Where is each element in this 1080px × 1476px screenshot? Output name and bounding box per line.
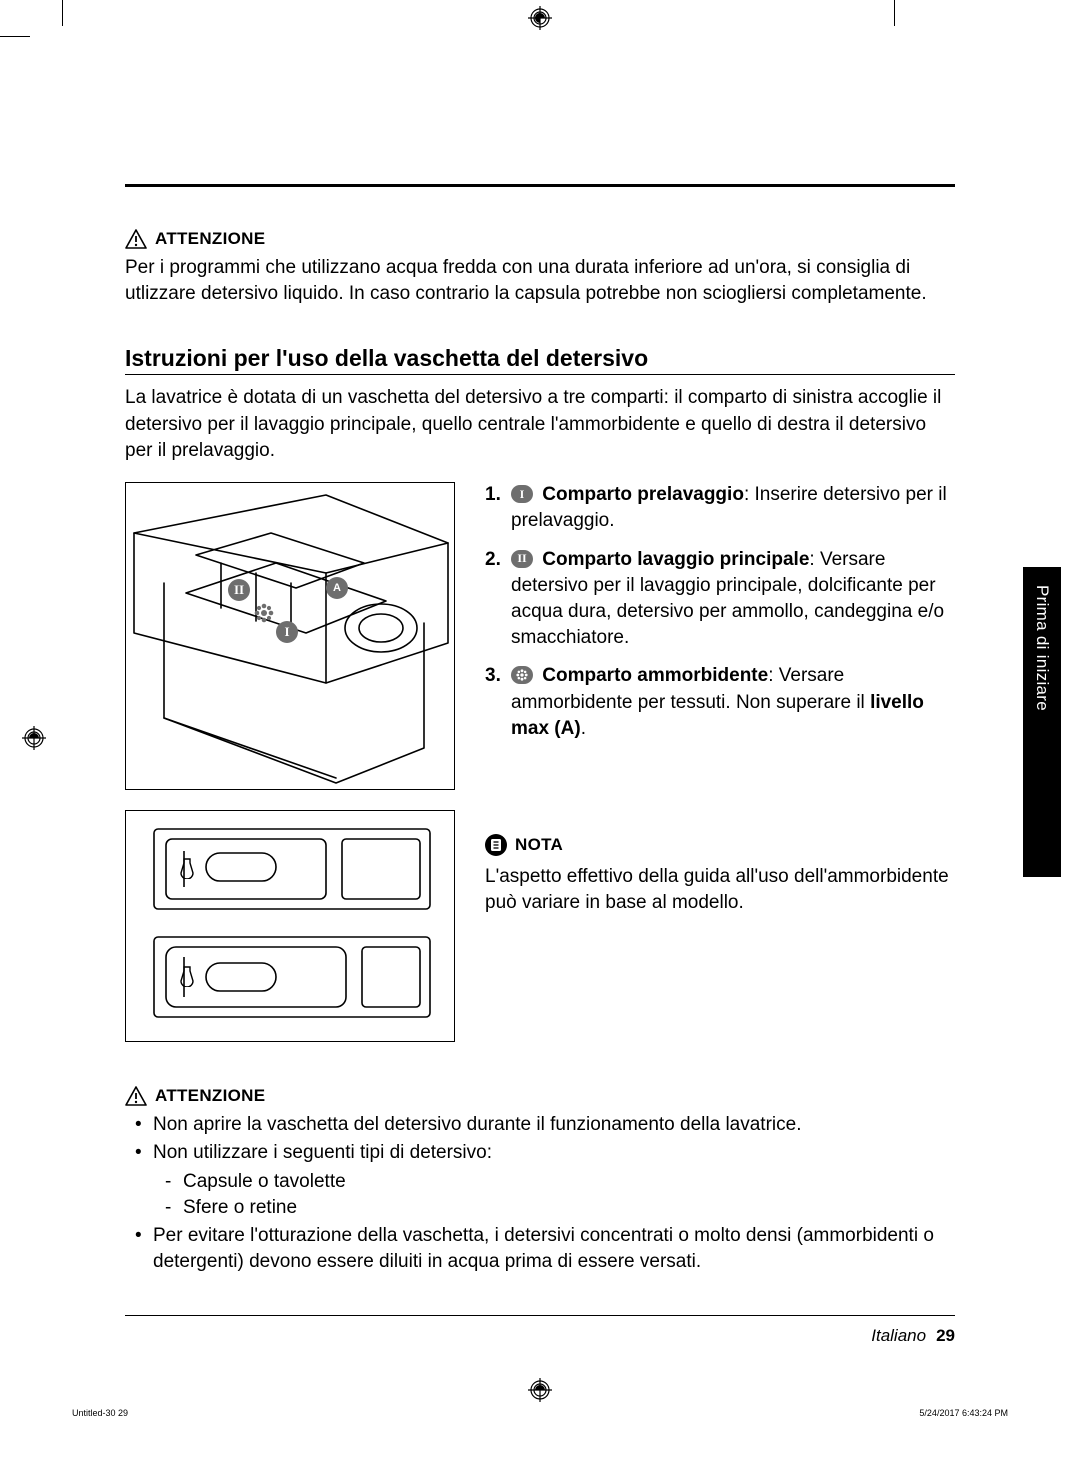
badge-i-icon: I <box>511 485 533 503</box>
list-number <box>485 482 511 534</box>
registration-mark-icon <box>528 6 552 30</box>
attention-heading: ATTENZIONE <box>125 1086 955 1106</box>
note-label: NOTA <box>515 835 563 855</box>
compartment-1-label: Comparto prelavaggio <box>542 484 744 505</box>
section-rule <box>125 374 955 375</box>
section-title: Istruzioni per l'uso della vaschetta del… <box>125 345 955 372</box>
print-slug-left: Untitled-30 29 <box>72 1408 128 1418</box>
warning-list: Non aprire la vaschetta del detersivo du… <box>125 1112 955 1275</box>
list-item: Non aprire la vaschetta del detersivo du… <box>125 1112 955 1138</box>
drawer-label-ii: II <box>228 579 250 601</box>
attention-label: ATTENZIONE <box>155 229 265 249</box>
section-tab-label: Prima di iniziare <box>1032 585 1052 711</box>
warning-icon <box>125 1086 147 1106</box>
list-item: Capsule o tavolette <box>153 1169 955 1195</box>
compartment-3-end: . <box>581 718 586 739</box>
registration-mark-icon <box>22 726 46 750</box>
crop-mark <box>0 36 30 37</box>
liquid-icon <box>180 965 194 992</box>
drawer-label-a: A <box>326 577 348 599</box>
drawer-illustration: II I A <box>125 482 455 790</box>
note-icon <box>485 834 507 856</box>
page-footer: Italiano 29 <box>125 1326 955 1346</box>
warning-sublist: Capsule o tavolette Sfere o retine <box>153 1169 955 1221</box>
registration-mark-icon <box>528 1378 552 1402</box>
footer-language: Italiano <box>871 1326 926 1346</box>
warning-icon <box>125 229 147 249</box>
softener-flower-icon <box>254 603 274 628</box>
list-item: Per evitare l'otturazione della vaschett… <box>125 1223 955 1275</box>
badge-flower-icon <box>511 666 533 684</box>
print-slug-right: 5/24/2017 6:43:24 PM <box>919 1408 1008 1418</box>
page-content: ATTENZIONE Per i programmi che utilizzan… <box>125 64 955 1344</box>
list-item: Sfere o retine <box>153 1195 955 1221</box>
crop-mark <box>62 0 63 26</box>
list-item: II Comparto lavaggio principale: Versare… <box>485 547 955 652</box>
attention-text: Per i programmi che utilizzano acqua fre… <box>125 255 955 307</box>
footer-rule <box>125 1315 955 1316</box>
section-tab: Prima di iniziare <box>1023 567 1061 877</box>
note-heading: NOTA <box>485 834 955 856</box>
badge-ii-icon: II <box>511 550 533 568</box>
compartment-2-label: Comparto lavaggio principale <box>542 549 809 570</box>
drawer-top-illustration <box>125 810 455 1042</box>
top-rule <box>125 184 955 187</box>
compartment-list: I Comparto prelavaggio: Inserire detersi… <box>485 482 955 742</box>
list-number <box>485 663 511 742</box>
liquid-icon <box>180 857 194 884</box>
compartment-3-label: Comparto ammorbidente <box>542 665 768 686</box>
list-number <box>485 547 511 652</box>
footer-page-number: 29 <box>936 1326 955 1346</box>
attention-label: ATTENZIONE <box>155 1086 265 1106</box>
list-item: I Comparto prelavaggio: Inserire detersi… <box>485 482 955 534</box>
note-text: L'aspetto effettivo della guida all'uso … <box>485 864 955 916</box>
list-item: Comparto ammorbidente: Versare ammorbide… <box>485 663 955 742</box>
drawer-label-i: I <box>276 621 298 643</box>
list-item: Non utilizzare i seguenti tipi di deters… <box>125 1140 955 1221</box>
section-intro: La lavatrice è dotata di un vaschetta de… <box>125 385 955 464</box>
warning-b2: Non utilizzare i seguenti tipi di deters… <box>153 1142 492 1163</box>
attention-heading: ATTENZIONE <box>125 229 955 249</box>
crop-mark <box>894 0 895 26</box>
